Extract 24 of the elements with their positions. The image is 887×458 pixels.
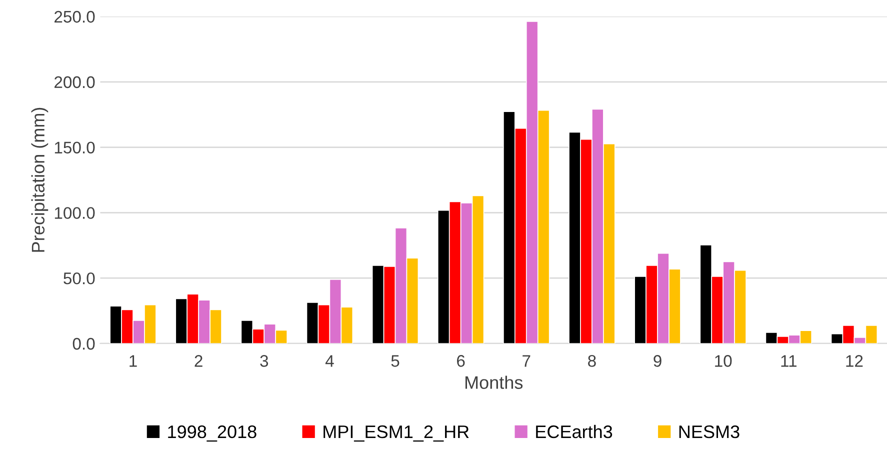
x-tick-label: 11 [781,355,796,367]
y-tick-label: 0.0 [72,338,95,350]
x-tick-label: 4 [325,355,334,367]
x-tick-label: 6 [457,355,465,367]
x-tick-label: 12 [846,355,863,367]
x-tick-label: 8 [588,355,596,367]
x-axis-title: Months [465,376,523,389]
x-tick-label: 10 [715,355,732,367]
x-tick-label: 2 [194,355,202,367]
x-tick-label: 7 [522,355,530,367]
legend-label: 1998_2018 [168,425,256,442]
y-tick-label: 100.0 [54,207,95,219]
legend-label: MPI_ESM1_2_HR [324,425,469,442]
legend-label: NESM3 [679,425,740,438]
x-tick-label: 5 [391,355,400,367]
y-axis-title: Precipitation (mm) [31,108,48,252]
y-tick-label: 250.0 [54,10,95,23]
legend-label: ECEarth3 [536,424,612,438]
x-tick-label: 9 [654,355,662,367]
y-tick-label: 50.0 [64,272,95,284]
x-tick-label: 3 [260,355,268,367]
x-tick-label: 1 [130,355,137,367]
y-tick-label: 150.0 [54,142,95,154]
y-tick-label: 200.0 [54,76,95,88]
